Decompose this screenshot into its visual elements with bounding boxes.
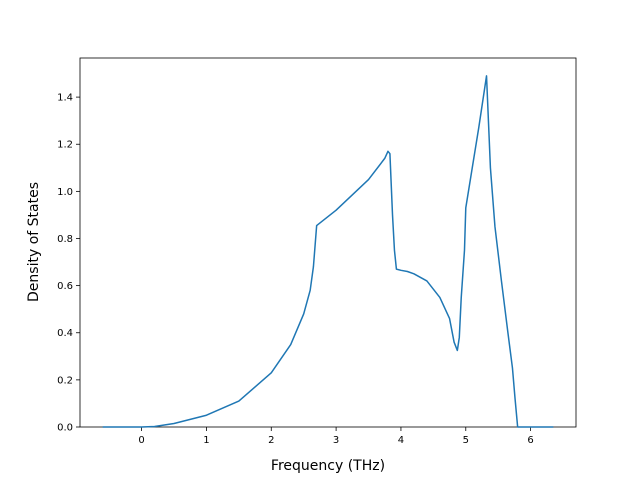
plot-frame — [79, 57, 577, 428]
y-tick-label: 0.6 — [57, 281, 73, 292]
x-tick-label: 5 — [463, 435, 469, 446]
y-tick-label: 1.4 — [57, 93, 73, 104]
x-tick-label: 6 — [527, 435, 533, 446]
y-tick-label: 0.0 — [57, 423, 73, 434]
y-tick-label: 0.8 — [57, 234, 73, 245]
line-series — [102, 75, 554, 428]
y-tick-label: 0.4 — [57, 328, 73, 339]
y-tick-label: 1.2 — [57, 140, 73, 151]
x-tick-label: 1 — [203, 435, 209, 446]
x-axis-label: Frequency (THz) — [271, 458, 385, 474]
x-tick-label: 0 — [138, 435, 144, 446]
x-tick-label: 3 — [333, 435, 339, 446]
y-tick-label: 1.0 — [57, 187, 73, 198]
x-tick-label: 2 — [268, 435, 274, 446]
y-tick-label: 0.2 — [57, 375, 73, 386]
y-axis-label: Density of States — [26, 182, 42, 302]
x-tick-label: 4 — [398, 435, 404, 446]
